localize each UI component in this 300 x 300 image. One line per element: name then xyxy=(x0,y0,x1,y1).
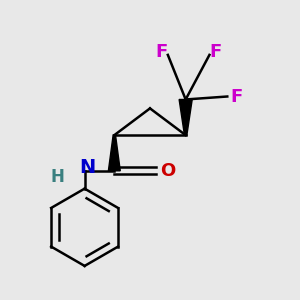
Polygon shape xyxy=(179,100,192,135)
Text: O: O xyxy=(160,162,176,180)
Text: F: F xyxy=(230,88,242,106)
Polygon shape xyxy=(108,135,120,171)
Text: H: H xyxy=(51,168,65,186)
Text: F: F xyxy=(156,43,168,61)
Text: F: F xyxy=(209,43,221,61)
Text: N: N xyxy=(80,158,96,177)
